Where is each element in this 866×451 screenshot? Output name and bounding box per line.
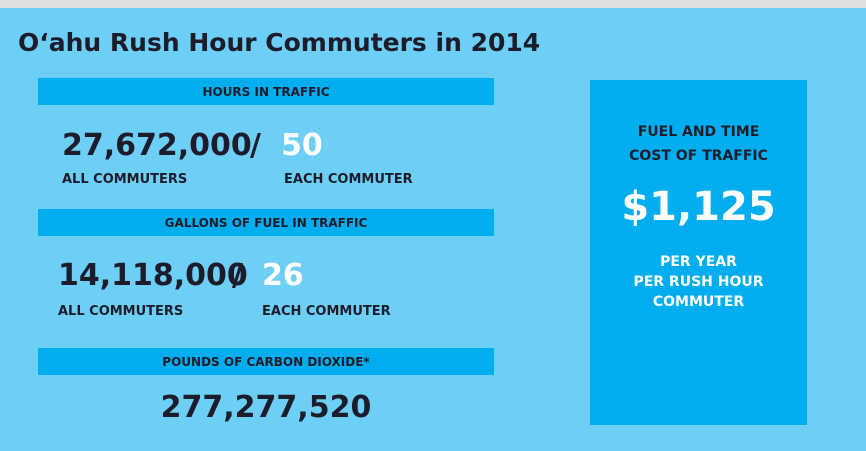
cost-caption: COMMUTER <box>652 294 745 310</box>
total-label: ALL COMMUTERS <box>62 172 188 187</box>
section-heading: POUNDS OF CARBON DIOXIDE* <box>38 348 494 375</box>
cost-heading: FUEL AND TIME <box>637 124 760 140</box>
separator: / <box>232 258 243 293</box>
separator: / <box>250 128 261 163</box>
cost-heading: COST OF TRAFFIC <box>629 148 768 164</box>
cost-amount: $1,125 <box>621 184 776 230</box>
section-heading: HOURS IN TRAFFIC <box>38 78 494 105</box>
cost-box: FUEL AND TIME COST OF TRAFFIC $1,125 PER… <box>590 80 807 425</box>
total: 277,277,520 <box>160 390 372 425</box>
total-label: ALL COMMUTERS <box>58 304 184 319</box>
top-strip <box>0 0 866 8</box>
per-commuter: 26 <box>262 258 304 293</box>
per-label: EACH COMMUTER <box>262 304 391 319</box>
cost-caption: PER RUSH HOUR <box>633 274 764 290</box>
title: O‘ahu Rush Hour Commuters in 2014 <box>18 28 541 57</box>
per-commuter: 50 <box>281 128 323 163</box>
cost-caption: PER YEAR <box>660 254 737 270</box>
total: 27,672,000 <box>62 128 252 163</box>
per-label: EACH COMMUTER <box>284 172 413 187</box>
section-heading: GALLONS OF FUEL IN TRAFFIC <box>38 209 494 236</box>
total: 14,118,000 <box>58 258 248 293</box>
